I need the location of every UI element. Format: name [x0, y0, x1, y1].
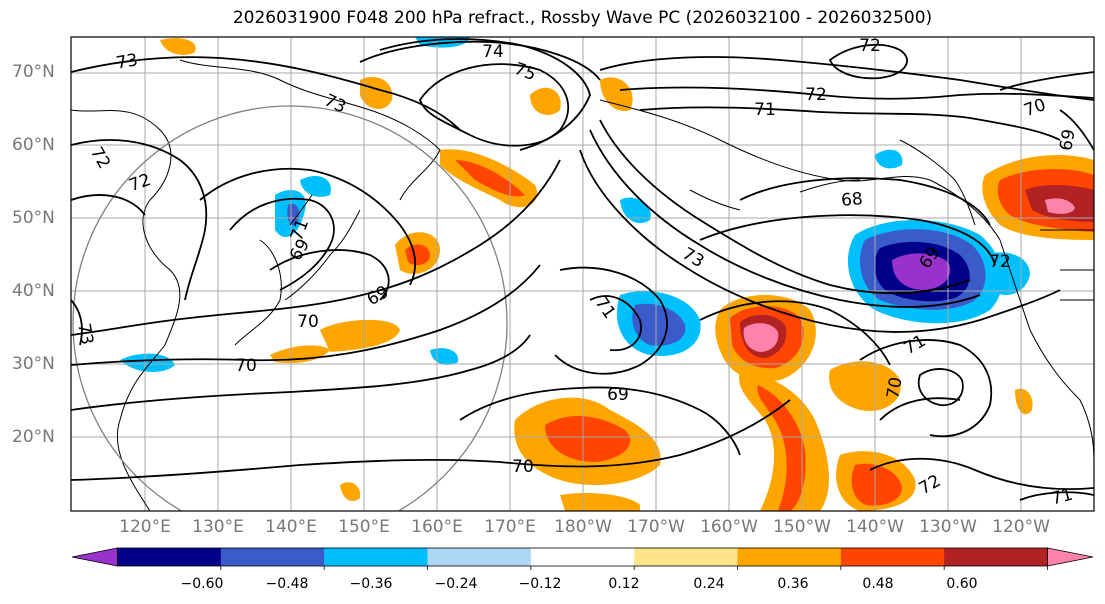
colorbar-bin	[117, 548, 222, 566]
refractivity-contours	[71, 38, 1094, 501]
map-title: 2026031900 F048 200 hPa refract., Rossby…	[232, 8, 933, 28]
plot-frame	[70, 36, 1095, 512]
colorbar-bin	[530, 548, 635, 566]
contour-label: 70	[512, 457, 534, 477]
colorbar-frame	[117, 547, 1048, 567]
lon-label-170w: 170°W	[627, 517, 685, 537]
lon-label-150e: 150°E	[338, 517, 390, 537]
lon-label-140w: 140°W	[846, 517, 904, 537]
lat-label-20n: 20°N	[12, 427, 55, 447]
contour-label: 69	[1056, 128, 1079, 153]
colorbar-bin	[840, 548, 945, 566]
contour-label: 68	[840, 189, 863, 211]
colorbar-tick-label: −0.48	[265, 576, 309, 592]
contour-label: 70	[883, 376, 906, 401]
lon-label-150w: 150°W	[773, 517, 831, 537]
lat-label-60n: 60°N	[12, 135, 55, 155]
lon-label-120w: 120°W	[992, 517, 1050, 537]
colorbar-bin	[220, 548, 325, 566]
lon-label-180w: 180°W	[554, 517, 612, 537]
lon-label-160w: 160°W	[700, 517, 758, 537]
colorbar-bin	[427, 548, 532, 566]
contour-label: 72	[859, 36, 881, 56]
lat-label-70n: 70°N	[12, 62, 55, 82]
contour-label: 71	[754, 100, 776, 120]
colorbar-bin	[634, 548, 738, 566]
colorbar-bin	[737, 548, 842, 566]
contour-label: 74	[482, 42, 504, 62]
colorbar	[71, 547, 1094, 570]
colorbar-min-arrow	[71, 547, 118, 567]
colorbar-bin	[944, 548, 1048, 566]
colorbar-max-arrow	[1047, 547, 1094, 567]
lon-label-140e: 140°E	[265, 517, 317, 537]
contour-label: 69	[607, 385, 629, 405]
lon-label-120e: 120°E	[119, 517, 171, 537]
colorbar-tick-label: −0.60	[180, 576, 224, 592]
colorbar-bin	[324, 548, 428, 566]
lon-label-130w: 130°W	[919, 517, 977, 537]
colorbar-tick-label: 0.60	[946, 576, 978, 592]
colorbar-tick-label: −0.12	[518, 576, 562, 592]
colorbar-tick-label: 0.24	[693, 576, 725, 592]
lon-label-130e: 130°E	[192, 517, 244, 537]
contour-label: 70	[235, 356, 257, 376]
colorbar-tick-label: −0.24	[434, 576, 478, 592]
colorbar-tick-label: 0.48	[862, 576, 894, 592]
reference-circle	[72, 105, 508, 511]
lat-label-50n: 50°N	[12, 208, 55, 228]
contour-label: 73	[115, 50, 140, 73]
colorbar-tick-label: 0.12	[608, 576, 640, 592]
contour-label: 72	[805, 85, 827, 105]
lon-label-160e: 160°E	[411, 517, 463, 537]
colorbar-tick-label: 0.36	[777, 576, 809, 592]
lat-label-30n: 30°N	[12, 354, 55, 374]
contour-label: 70	[297, 312, 319, 332]
contour-label: 73	[73, 322, 96, 347]
lat-label-40n: 40°N	[12, 281, 55, 301]
colorbar-tick-label: −0.36	[349, 576, 393, 592]
lon-label-170e: 170°E	[484, 517, 536, 537]
contour-label: 72	[989, 252, 1011, 272]
